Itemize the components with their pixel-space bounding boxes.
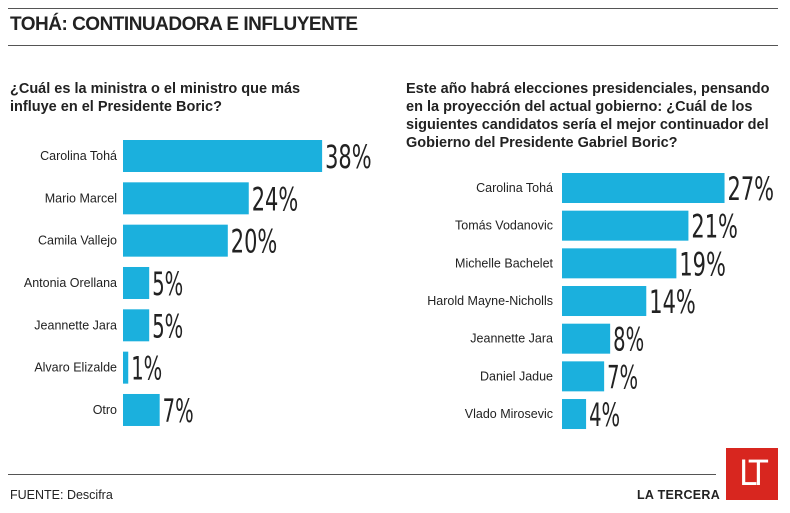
bar [123,224,228,257]
top-rule [8,8,778,9]
value-label: 20% [231,223,277,261]
bar [123,351,129,384]
bar [123,182,249,215]
category-label: Carolina Tohá [40,149,117,163]
category-label: Michelle Bachelet [455,256,553,270]
category-label: Vlado Mirosevic [465,407,553,421]
chart2-question-line: Este año habrá elecciones presidenciales… [406,81,770,97]
value-label: 4% [589,396,620,434]
category-label: Camila Vallejo [38,234,117,248]
value-label: 14% [649,283,696,321]
chart2-question-line: en la proyección del actual gobierno: ¿C… [406,99,753,115]
brand-name: LA TERCERA [637,488,721,502]
category-label: Otro [93,403,117,417]
bar [123,393,160,426]
value-label: 5% [152,307,183,345]
value-label: 1% [131,350,162,388]
bar [562,210,689,241]
bar [123,266,150,299]
value-label: 21% [691,208,738,246]
bar [562,248,677,279]
category-label: Alvaro Elizalde [34,361,117,375]
bar [123,140,323,172]
bar [562,399,587,430]
title-rule [8,45,778,46]
chart2-question-line: siguientes candidatos sería el mejor con… [406,117,769,133]
value-label: 7% [607,358,638,396]
category-label: Harold Mayne-Nicholls [427,294,553,308]
bar [123,309,150,342]
category-label: Mario Marcel [45,191,117,205]
value-label: 24% [252,180,299,218]
la-tercera-logo: LT [726,448,778,500]
chart1-question-line: influye en el Presidente Boric? [10,99,222,115]
value-label: 5% [152,265,183,303]
value-label: 38% [325,138,372,176]
category-label: Jeannette Jara [34,318,117,332]
bar [562,361,605,392]
bottom-rule [8,474,716,475]
chart1-question-line: ¿Cuál es la ministra o el ministro que m… [10,81,301,97]
category-label: Antonia Orellana [24,276,117,290]
value-label: 19% [679,245,726,283]
bar [562,173,725,203]
value-label: 8% [613,321,644,359]
category-label: Daniel Jadue [480,369,553,383]
page-title: TOHÁ: CONTINUADORA E INFLUYENTE [10,14,358,35]
category-label: Carolina Tohá [476,181,553,195]
bar [562,323,611,354]
category-label: Tomás Vodanovic [455,219,553,233]
value-label: 7% [163,392,194,430]
source-note: FUENTE: Descifra [10,488,113,502]
bar [562,286,647,317]
category-label: Jeannette Jara [470,332,553,346]
chart1-question: ¿Cuál es la ministra o el ministro que m… [10,80,370,116]
chart2-question: Este año habrá elecciones presidenciales… [406,80,786,152]
chart2-question-line: Gobierno del Presidente Gabriel Boric? [406,135,678,151]
value-label: 27% [728,170,775,208]
